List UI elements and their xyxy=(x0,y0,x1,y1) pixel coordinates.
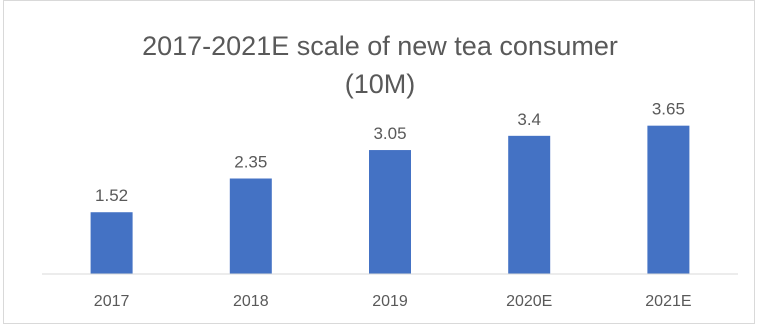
chart-subtitle: (10M) xyxy=(345,69,416,99)
value-label-2018: 2.35 xyxy=(234,153,267,172)
x-tick-2020E: 2020E xyxy=(506,293,552,310)
bar-2018 xyxy=(229,178,272,274)
bar-series xyxy=(90,125,690,274)
x-tick-labels: 2017 2018 2019 2020E 2021E xyxy=(94,293,692,310)
value-labels: 1.52 2.35 3.05 3.4 3.65 xyxy=(95,100,685,206)
value-label-2019: 3.05 xyxy=(373,124,406,143)
x-tick-2021E: 2021E xyxy=(645,293,691,310)
bar-2020E xyxy=(508,135,551,274)
bar-2021E xyxy=(647,125,690,274)
value-label-2021E: 3.65 xyxy=(652,100,685,119)
bar-2019 xyxy=(369,150,411,274)
value-label-2017: 1.52 xyxy=(95,186,128,205)
bar-2017 xyxy=(90,212,133,274)
x-tick-2017: 2017 xyxy=(94,293,130,310)
value-label-2020E: 3.4 xyxy=(517,110,541,129)
x-tick-2018: 2018 xyxy=(233,293,269,310)
x-tick-2019: 2019 xyxy=(372,293,408,310)
chart-title: 2017-2021E scale of new tea consumer xyxy=(142,31,618,61)
